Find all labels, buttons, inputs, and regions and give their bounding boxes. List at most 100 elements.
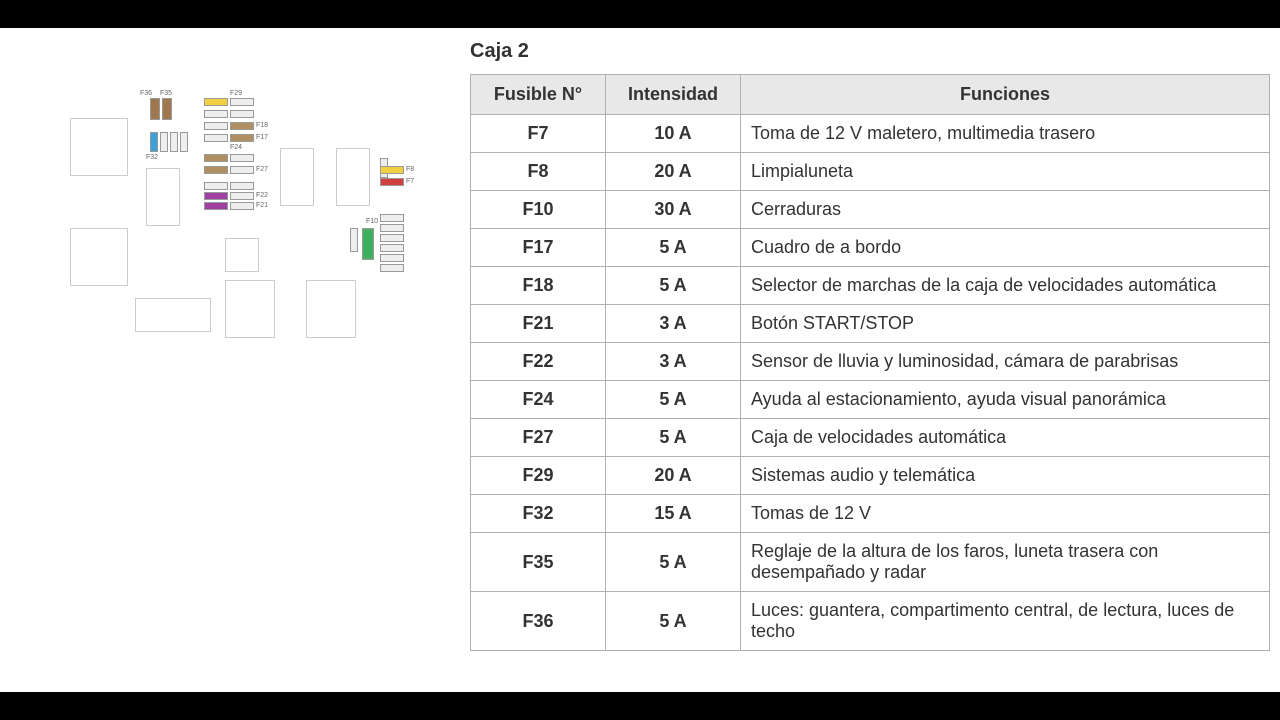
diagram-fuse [230,192,254,200]
cell-function: Caja de velocidades automática [741,419,1270,457]
table-row: F3215 ATomas de 12 V [471,495,1270,533]
table-row: F175 ACuadro de a bordo [471,229,1270,267]
diagram-fuse [204,134,228,142]
diagram-fuse [350,228,358,252]
cell-function: Limpialuneta [741,153,1270,191]
content-area: Caja 2 F36F35F32F29F18F17F24F27F22F21F8F… [0,28,1280,692]
fuse-table-body: F710 AToma de 12 V maletero, multimedia … [471,115,1270,651]
cell-intensity: 3 A [606,305,741,343]
cell-fuse: F35 [471,533,606,592]
cell-function: Selector de marchas de la caja de veloci… [741,267,1270,305]
table-row: F275 ACaja de velocidades automática [471,419,1270,457]
cell-fuse: F36 [471,592,606,651]
diagram-label: F10 [366,218,378,225]
diagram-fuse [160,132,168,152]
cell-fuse: F24 [471,381,606,419]
cell-intensity: 5 A [606,533,741,592]
cell-function: Botón START/STOP [741,305,1270,343]
diagram-fuse [380,234,404,242]
cell-fuse: F32 [471,495,606,533]
diagram-box [336,148,370,206]
diagram-box [306,280,356,338]
cell-function: Cuadro de a bordo [741,229,1270,267]
cell-function: Luces: guantera, compartimento central, … [741,592,1270,651]
table-row: F185 ASelector de marchas de la caja de … [471,267,1270,305]
section-title: Caja 2 [470,40,529,63]
diagram-fuse [230,202,254,210]
diagram-fuse [204,166,228,174]
diagram-fuse [380,244,404,252]
table-row: F223 ASensor de lluvia y luminosidad, cá… [471,343,1270,381]
diagram-fuse [150,98,160,120]
cell-fuse: F22 [471,343,606,381]
diagram-fuse [180,132,188,152]
table-row: F820 ALimpialuneta [471,153,1270,191]
diagram-label: F36 [140,90,152,97]
table-row: F1030 ACerraduras [471,191,1270,229]
diagram-fuse [150,132,158,152]
cell-intensity: 20 A [606,153,741,191]
diagram-box [135,298,211,332]
cell-function: Toma de 12 V maletero, multimedia traser… [741,115,1270,153]
table-row: F245 AAyuda al estacionamiento, ayuda vi… [471,381,1270,419]
cell-fuse: F7 [471,115,606,153]
diagram-fuse [170,132,178,152]
diagram-fuse [230,98,254,106]
diagram-fuse [380,214,404,222]
cell-function: Tomas de 12 V [741,495,1270,533]
diagram-box [225,238,259,272]
diagram-fuse [380,254,404,262]
diagram-label: F21 [256,202,268,209]
diagram-fuse [380,224,404,232]
cell-function: Ayuda al estacionamiento, ayuda visual p… [741,381,1270,419]
diagram-label: F8 [406,166,414,173]
diagram-fuse [204,98,228,106]
cell-intensity: 5 A [606,419,741,457]
cell-intensity: 10 A [606,115,741,153]
cell-intensity: 5 A [606,267,741,305]
diagram-label: F24 [230,144,242,151]
table-row: F213 ABotón START/STOP [471,305,1270,343]
diagram-fuse [204,122,228,130]
diagram-label: F27 [256,166,268,173]
diagram-fuse [380,178,404,186]
cell-intensity: 20 A [606,457,741,495]
cell-function: Sensor de lluvia y luminosidad, cámara d… [741,343,1270,381]
cell-function: Sistemas audio y telemática [741,457,1270,495]
table-row: F2920 ASistemas audio y telemática [471,457,1270,495]
cell-intensity: 15 A [606,495,741,533]
diagram-fuse [230,134,254,142]
diagram-label: F35 [160,90,172,97]
cell-intensity: 5 A [606,592,741,651]
diagram-label: F18 [256,122,268,129]
diagram-fuse [230,154,254,162]
diagram-box [70,228,128,286]
diagram-fuse [230,182,254,190]
diagram-fuse [380,166,404,174]
cell-intensity: 30 A [606,191,741,229]
fuse-box-diagram: F36F35F32F29F18F17F24F27F22F21F8F7F10 [70,98,430,378]
diagram-fuse [204,192,228,200]
cell-fuse: F10 [471,191,606,229]
diagram-fuse [162,98,172,120]
table-header-row: Fusible N° Intensidad Funciones [471,75,1270,115]
diagram-fuse [204,110,228,118]
diagram-fuse [204,202,228,210]
diagram-label: F29 [230,90,242,97]
diagram-box [280,148,314,206]
diagram-fuse [204,154,228,162]
table-row: F365 ALuces: guantera, compartimento cen… [471,592,1270,651]
table-row: F355 AReglaje de la altura de los faros,… [471,533,1270,592]
cell-intensity: 5 A [606,229,741,267]
diagram-label: F22 [256,192,268,199]
diagram-fuse [204,182,228,190]
cell-fuse: F8 [471,153,606,191]
diagram-fuse [230,122,254,130]
cell-intensity: 3 A [606,343,741,381]
header-functions: Funciones [741,75,1270,115]
fuse-table: Fusible N° Intensidad Funciones F710 ATo… [470,74,1270,651]
diagram-fuse [230,110,254,118]
cell-fuse: F29 [471,457,606,495]
header-fuse: Fusible N° [471,75,606,115]
diagram-fuse [362,228,374,260]
